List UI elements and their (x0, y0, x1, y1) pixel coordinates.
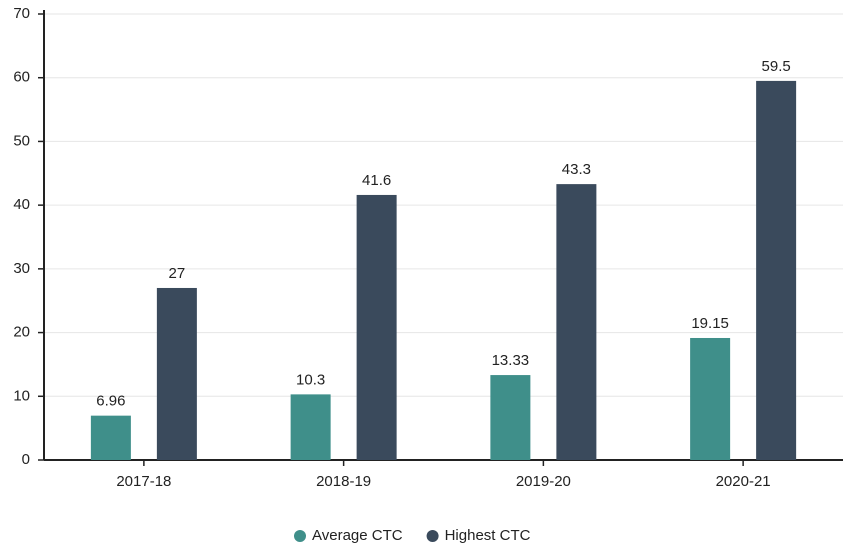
data-label: 19.15 (691, 315, 729, 332)
y-tick-label: 50 (13, 132, 30, 149)
y-tick-label: 60 (13, 69, 30, 86)
bar (756, 80, 797, 461)
data-label: 27 (169, 265, 186, 282)
data-label: 10.3 (296, 371, 325, 388)
bar (90, 415, 131, 460)
data-label: 41.6 (362, 172, 391, 189)
bar (290, 394, 331, 460)
x-tick-label: 2017-18 (116, 473, 171, 490)
y-tick-label: 0 (22, 451, 30, 468)
bar (156, 287, 197, 460)
bar (556, 184, 597, 461)
x-tick-label: 2020-21 (716, 473, 771, 490)
legend-marker (294, 530, 306, 542)
data-label: 43.3 (562, 161, 591, 178)
y-tick-label: 40 (13, 196, 30, 213)
y-tick-label: 30 (13, 260, 30, 277)
y-tick-label: 10 (13, 387, 30, 404)
y-tick-label: 70 (13, 5, 30, 22)
x-tick-label: 2018-19 (316, 473, 371, 490)
data-label: 6.96 (96, 393, 125, 410)
data-label: 13.33 (492, 352, 530, 369)
bar (490, 375, 531, 460)
legend-marker (426, 530, 439, 542)
bar (690, 337, 731, 460)
data-label: 59.5 (762, 58, 791, 75)
legend-label: Average CTC (312, 527, 403, 544)
legend-label: Highest CTC (445, 527, 531, 544)
y-tick-label: 20 (13, 324, 30, 341)
x-tick-label: 2019-20 (516, 473, 571, 490)
bar (356, 194, 397, 460)
